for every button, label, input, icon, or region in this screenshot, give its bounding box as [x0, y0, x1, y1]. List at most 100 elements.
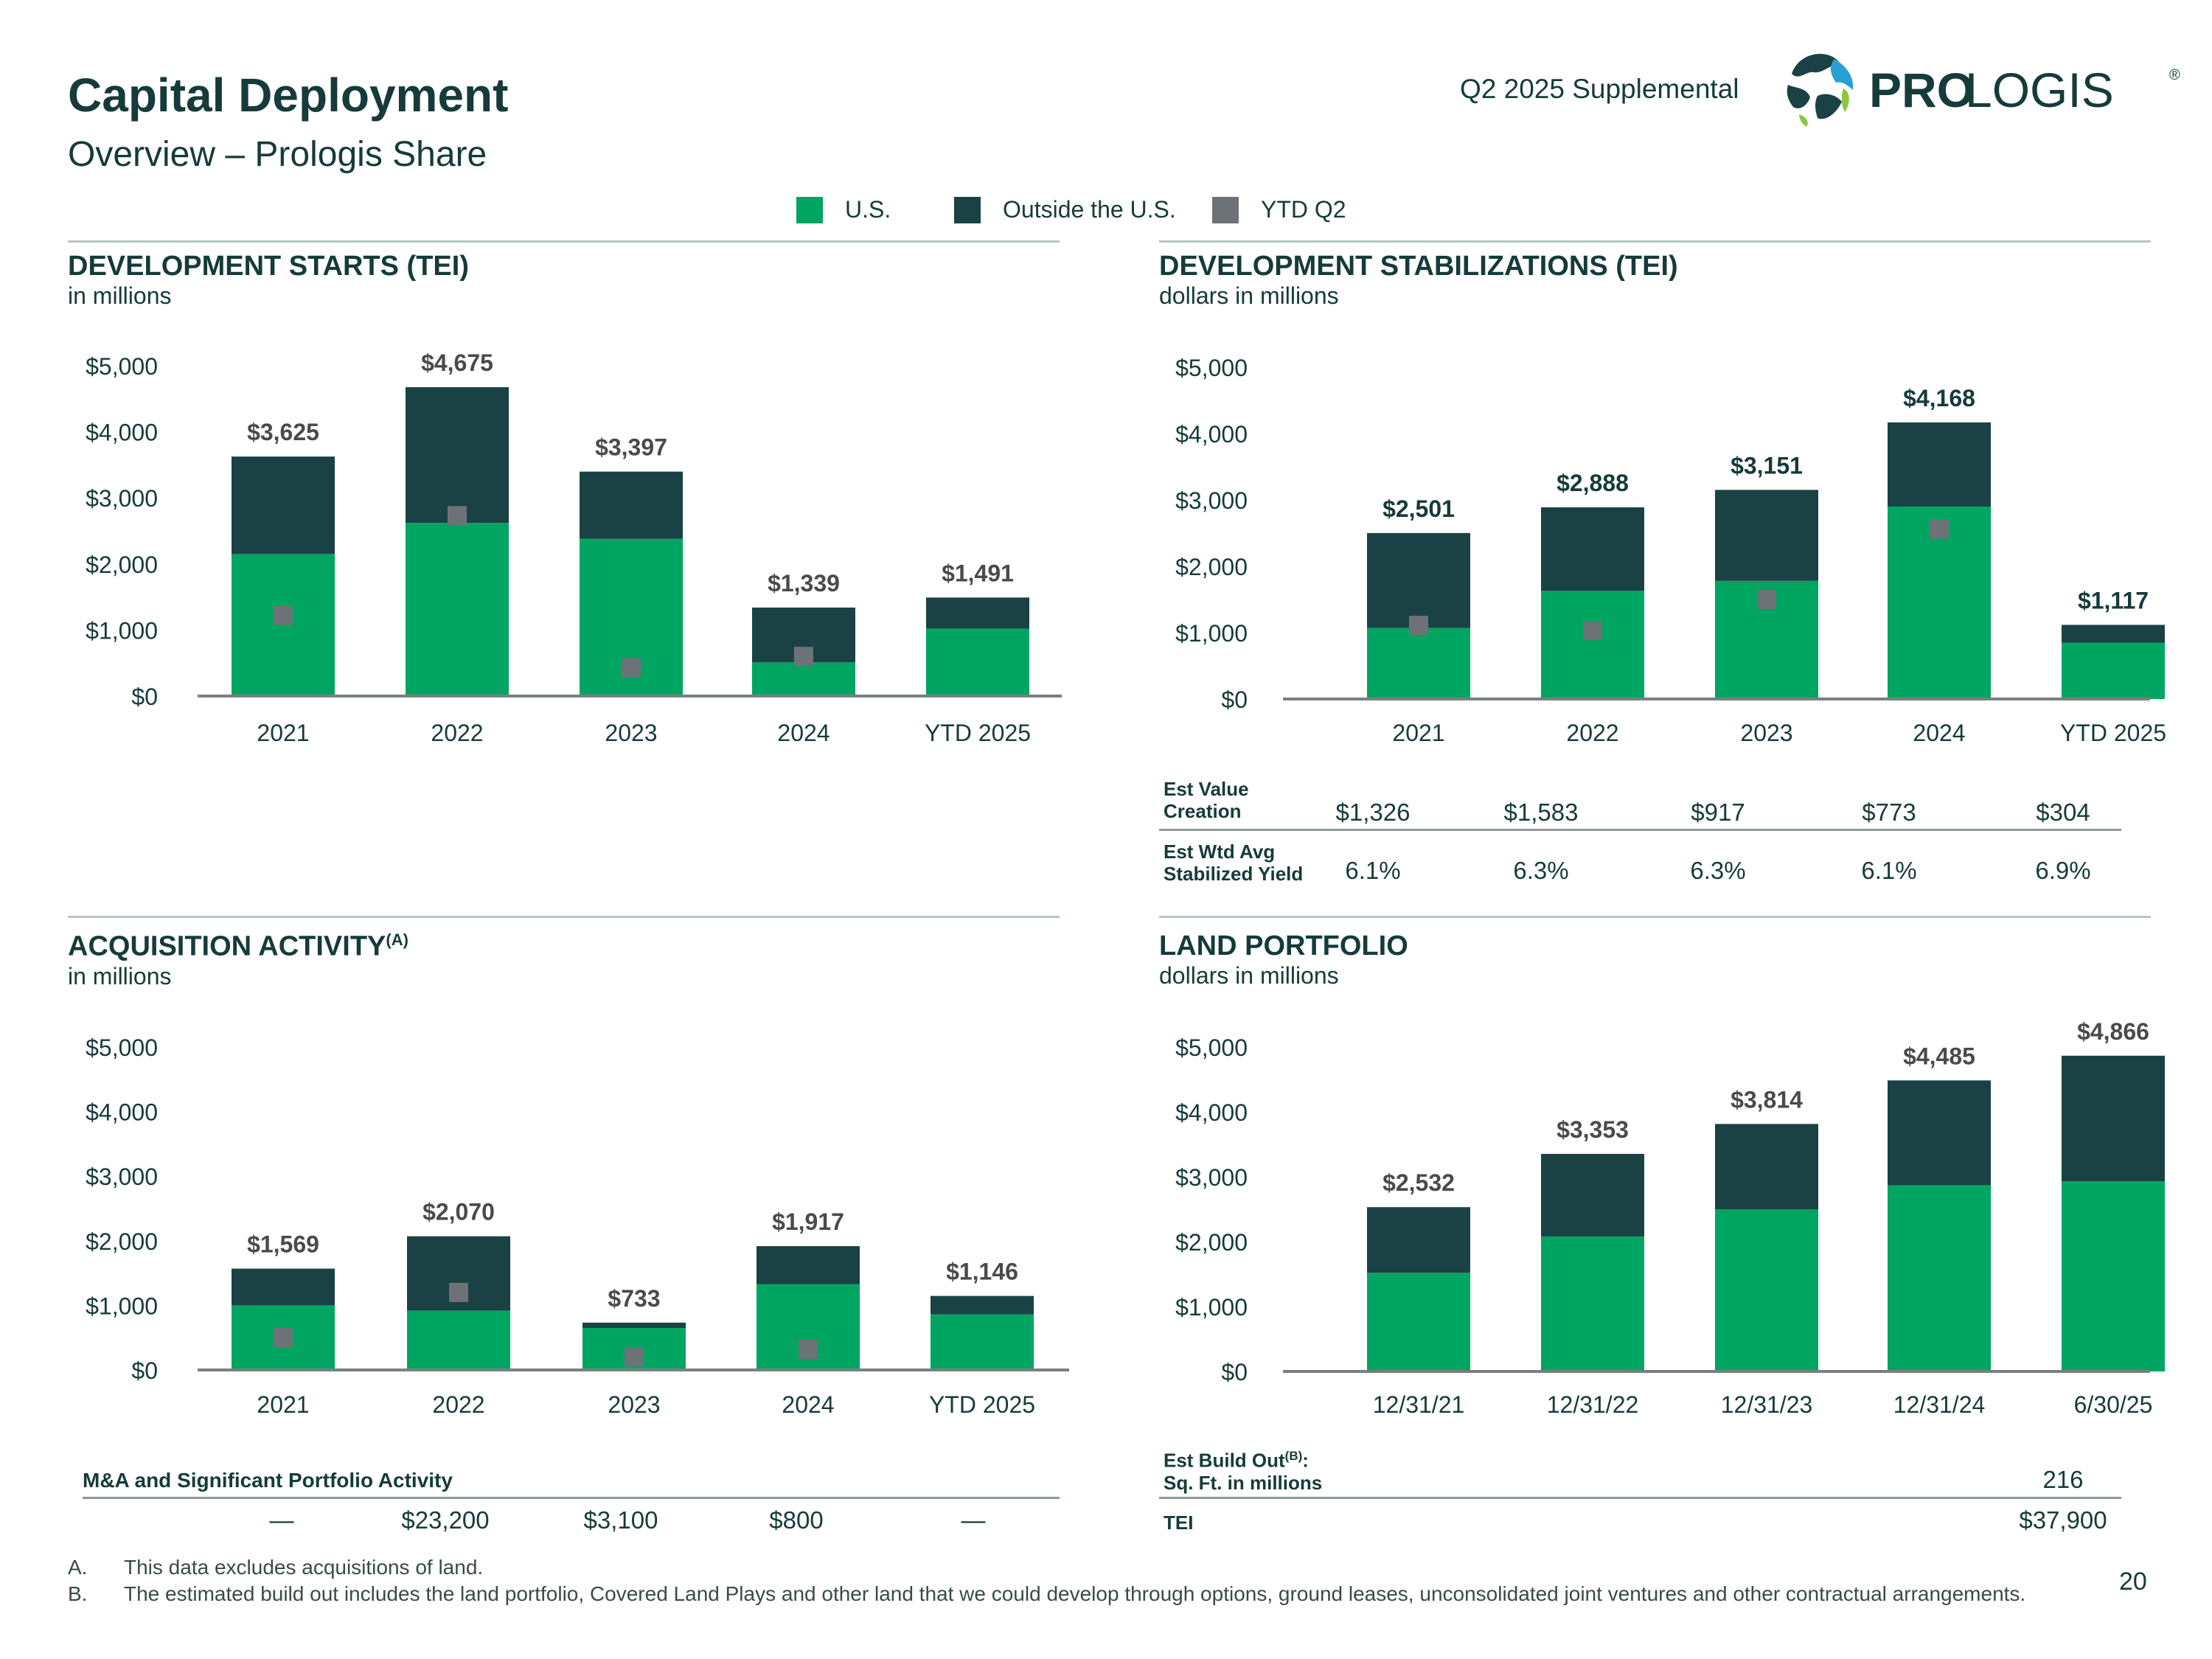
logo-registered: ® [2169, 67, 2180, 83]
table-cell: — [961, 1506, 986, 1534]
y-tick-label: $3,000 [1175, 1164, 1248, 1191]
x-tick-label: YTD 2025 [929, 1391, 1035, 1418]
bar-outside-2 [582, 1322, 686, 1329]
x-tick-label: 2023 [1740, 720, 1792, 746]
footnote-b: B. The estimated build out includes the l… [68, 1582, 2026, 1605]
x-tick-label: 2024 [1913, 720, 1965, 746]
bar-us-4 [926, 628, 1029, 696]
ytd-q2-marker-0 [1409, 616, 1428, 636]
bar-total-label: $733 [608, 1285, 660, 1312]
table-cell: 6.3% [1513, 857, 1569, 884]
y-tick-label: $2,000 [1175, 554, 1248, 580]
x-tick-label: 12/31/21 [1373, 1391, 1465, 1418]
bar-outside-1 [406, 387, 509, 524]
y-tick-label: $2,000 [86, 552, 158, 578]
section-title: DEVELOPMENT STARTS (TEI) [68, 251, 469, 282]
bar-total-label: $3,814 [1731, 1086, 1803, 1113]
legend-label-ytd: YTD Q2 [1261, 196, 1346, 223]
bar-outside-1 [1541, 1153, 1644, 1237]
globe-icon [1781, 52, 1854, 127]
x-tick-label: 2022 [431, 720, 483, 746]
bar-us-4 [931, 1314, 1034, 1370]
ytd-q2-marker-3 [1930, 519, 1949, 539]
bar-outside-2 [1715, 1124, 1818, 1209]
y-tick-label: $2,000 [86, 1228, 158, 1255]
bar-total-label: $2,532 [1382, 1169, 1455, 1196]
table-cell: 6.9% [2035, 857, 2091, 884]
section-rule-stabilizations [1159, 240, 2151, 243]
bar-outside-4 [2062, 1055, 2165, 1182]
bar-total-label: $4,485 [1903, 1043, 1975, 1069]
section-title: ACQUISITION ACTIVITY(A) [68, 931, 408, 962]
y-tick-label: $4,000 [1175, 1099, 1248, 1126]
bar-total-label: $3,625 [247, 419, 319, 445]
table-cell: $304 [2036, 799, 2090, 826]
supplemental-label: Q2 2025 Supplemental [1460, 74, 1739, 104]
chart-land-portfolio: $0 $1,000 $2,000 $3,000 $4,000 $5,000 $2,532 12… [1175, 1018, 2165, 1418]
bar-outside-0 [232, 1268, 335, 1306]
bar-us-4 [2062, 642, 2165, 699]
bar-outside-1 [1541, 507, 1644, 591]
bar-us-4 [2062, 1181, 2165, 1371]
bar-total-label: $3,397 [595, 434, 667, 461]
bar-total-label: $2,888 [1557, 470, 1629, 496]
legend-label-us: U.S. [845, 196, 891, 223]
bar-outside-0 [232, 456, 335, 554]
section-title: LAND PORTFOLIO [1159, 931, 1408, 961]
bar-total-label: $2,070 [422, 1199, 495, 1225]
bar-outside-0 [1367, 1207, 1470, 1273]
y-tick-label: $0 [1221, 686, 1248, 713]
y-tick-label: $4,000 [86, 420, 158, 446]
x-tick-label: 12/31/22 [1547, 1391, 1639, 1418]
section-subtitle: dollars in millions [1159, 282, 1339, 309]
section-stabilizations: DEVELOPMENT STABILIZATIONS (TEI) dollars… [1159, 251, 1678, 310]
table-cell: $1,583 [1503, 799, 1579, 826]
x-tick-label: 12/31/23 [1721, 1391, 1813, 1418]
y-tick-label: $5,000 [86, 353, 158, 380]
table-cell: 6.1% [1345, 857, 1401, 884]
bar-total-label: $4,675 [421, 349, 493, 376]
ytd-q2-marker-3 [794, 647, 813, 667]
stab-table-rule [1159, 829, 2121, 831]
section-subtitle: in millions [68, 962, 172, 990]
logo-text-light: LOGIS [1965, 63, 2114, 117]
y-tick-label: $3,000 [86, 1164, 158, 1190]
land-tei-value: $37,900 [2019, 1506, 2107, 1534]
legend-item-us: U.S. [796, 196, 891, 223]
stab-row-label-0: Est Value Creation [1164, 778, 1249, 822]
y-tick-label: $4,000 [1175, 421, 1248, 448]
bar-outside-3 [1888, 422, 1991, 507]
x-tick-label: 12/31/24 [1893, 1391, 1986, 1418]
land-build-label: Est Build Out(B): Sq. Ft. in millions [1164, 1449, 1323, 1494]
y-tick-label: $5,000 [1175, 355, 1248, 381]
page-subtitle: Overview – Prologis Share [68, 135, 487, 174]
page-title: Capital Deployment [68, 69, 509, 122]
stab-row-label-1: Est Wtd Avg Stabilized Yield [1164, 841, 1304, 885]
y-tick-label: $3,000 [1175, 487, 1248, 514]
section-subtitle: in millions [68, 282, 172, 309]
bar-total-label: $4,866 [2077, 1018, 2149, 1045]
bar-outside-3 [1888, 1080, 1991, 1186]
bar-outside-2 [1715, 490, 1818, 581]
table-cell: $800 [769, 1506, 824, 1534]
chart-development-stabilizations: $0 $1,000 $2,000 $3,000 $4,000 $5,000 $2,501 20… [1175, 355, 2166, 746]
x-tick-label: 2024 [777, 720, 830, 746]
y-tick-label: $0 [131, 1357, 158, 1384]
bar-total-label: $1,117 [2078, 587, 2149, 613]
table-cell: — [269, 1506, 294, 1534]
y-tick-label: $5,000 [1175, 1034, 1248, 1061]
table-cell: 6.3% [1690, 857, 1746, 884]
table-cell: $3,100 [583, 1506, 658, 1534]
table-cell: $23,200 [401, 1506, 490, 1534]
legend-item-outside: Outside the U.S. [954, 196, 1176, 223]
page-number: 20 [2119, 1568, 2147, 1596]
section-subtitle: dollars in millions [1159, 962, 1339, 989]
y-tick-label: $1,000 [1175, 1294, 1248, 1321]
ytd-q2-marker-1 [449, 1282, 468, 1302]
x-tick-label: 2023 [605, 720, 657, 746]
ma-table-label: M&A and Significant Portfolio Activity [83, 1469, 453, 1492]
bar-us-1 [1541, 591, 1644, 699]
y-tick-label: $3,000 [86, 485, 158, 512]
legend-label-outside: Outside the U.S. [1003, 196, 1176, 223]
legend-swatch-us [796, 196, 823, 223]
